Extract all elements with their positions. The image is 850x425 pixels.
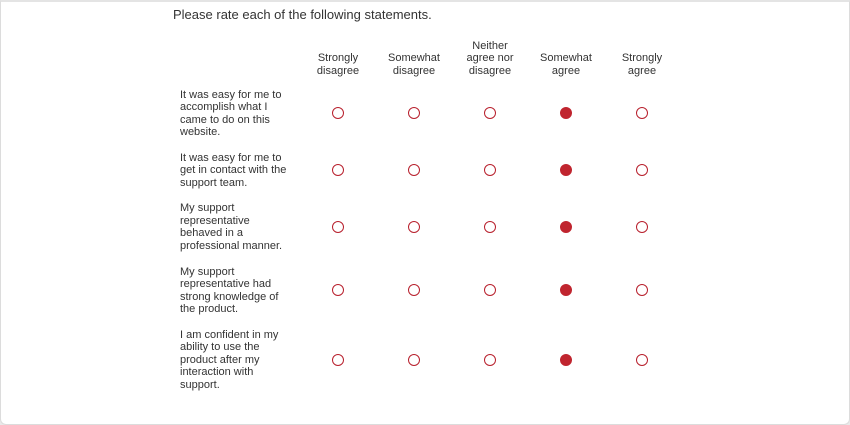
radio-button[interactable] <box>560 284 572 297</box>
choice-cell <box>528 82 604 145</box>
radio-button[interactable] <box>484 164 496 177</box>
choice-cell <box>604 82 680 145</box>
matrix: Strongly disagree Somewhat disagree Neithe… <box>173 22 680 398</box>
column-header: Strongly agree <box>621 52 663 77</box>
radio-button[interactable] <box>560 164 572 177</box>
choice-cell <box>300 322 376 398</box>
radio-button[interactable] <box>560 221 572 234</box>
choice-cell <box>452 145 528 196</box>
matrix-row: I am confident in my ability to use the … <box>173 322 680 398</box>
choice-cell <box>452 196 528 259</box>
choice-cell <box>376 145 452 196</box>
statement: My support representative behaved in a p… <box>180 202 283 252</box>
radio-button[interactable] <box>332 107 344 120</box>
choice-cell <box>604 196 680 259</box>
statement: It was easy for me to accomplish what I … <box>180 88 282 139</box>
choice-cell <box>604 259 680 322</box>
matrix-row: My support representative behaved in a p… <box>173 196 680 259</box>
column-header: Somewhat disagree <box>388 52 440 77</box>
matrix-row: It was easy for me to get in contact wit… <box>173 145 680 196</box>
radio-button[interactable] <box>560 107 572 120</box>
choice-cell <box>376 82 452 145</box>
radio-button[interactable] <box>560 353 572 366</box>
choice-cell <box>528 322 604 398</box>
column-header: Strongly disagree <box>316 52 360 77</box>
choice-cell <box>300 259 376 322</box>
radio-button[interactable] <box>408 353 420 366</box>
statement: My support representative had strong kno… <box>180 265 279 316</box>
choice-cell <box>300 145 376 196</box>
radio-button[interactable] <box>332 164 344 177</box>
choice-cell <box>528 196 604 259</box>
radio-button[interactable] <box>636 164 648 177</box>
radio-button[interactable] <box>636 107 648 120</box>
radio-button[interactable] <box>636 284 648 297</box>
choice-cell <box>452 82 528 145</box>
choice-cell <box>300 82 376 145</box>
radio-button[interactable] <box>332 221 344 234</box>
column-header: Somewhat agree <box>540 52 592 77</box>
radio-button[interactable] <box>484 107 496 120</box>
radio-button[interactable] <box>332 284 344 297</box>
radio-button[interactable] <box>484 284 496 297</box>
radio-button[interactable] <box>332 353 344 366</box>
statement: I am confident in my ability to use the … <box>180 328 279 391</box>
question-prompt: Please rate each of the following statem… <box>173 7 432 22</box>
choice-cell <box>300 196 376 259</box>
choice-cell <box>604 145 680 196</box>
radio-button[interactable] <box>408 107 420 120</box>
matrix-row: It was easy for me to accomplish what I … <box>173 82 680 145</box>
choice-cell <box>604 322 680 398</box>
choice-cell <box>528 259 604 322</box>
choice-cell <box>376 196 452 259</box>
choice-cell <box>376 259 452 322</box>
choice-cell <box>452 322 528 398</box>
radio-button[interactable] <box>484 221 496 234</box>
choice-cell <box>528 145 604 196</box>
matrix-row: My support representative had strong kno… <box>173 259 680 322</box>
radio-button[interactable] <box>408 221 420 234</box>
choice-cell <box>452 259 528 322</box>
radio-button[interactable] <box>408 164 420 177</box>
radio-button[interactable] <box>408 284 420 297</box>
radio-button[interactable] <box>636 353 648 366</box>
radio-button[interactable] <box>636 221 648 234</box>
column-header: Neither agree nor disagree <box>466 39 514 77</box>
radio-button[interactable] <box>484 353 496 366</box>
statement: It was easy for me to get in contact wit… <box>180 151 287 189</box>
choice-cell <box>376 322 452 398</box>
